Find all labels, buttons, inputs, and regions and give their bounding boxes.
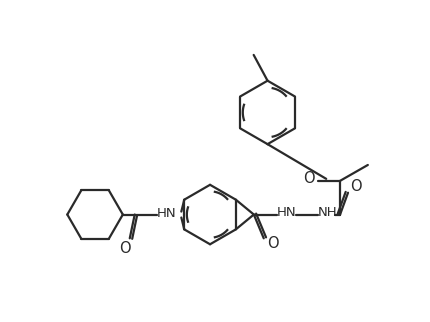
- Text: O: O: [303, 171, 314, 186]
- Text: O: O: [349, 179, 361, 194]
- Text: HN: HN: [276, 206, 296, 219]
- Text: HN: HN: [156, 207, 176, 220]
- Text: O: O: [119, 241, 130, 256]
- Text: O: O: [266, 236, 278, 251]
- Text: NH: NH: [316, 206, 336, 219]
